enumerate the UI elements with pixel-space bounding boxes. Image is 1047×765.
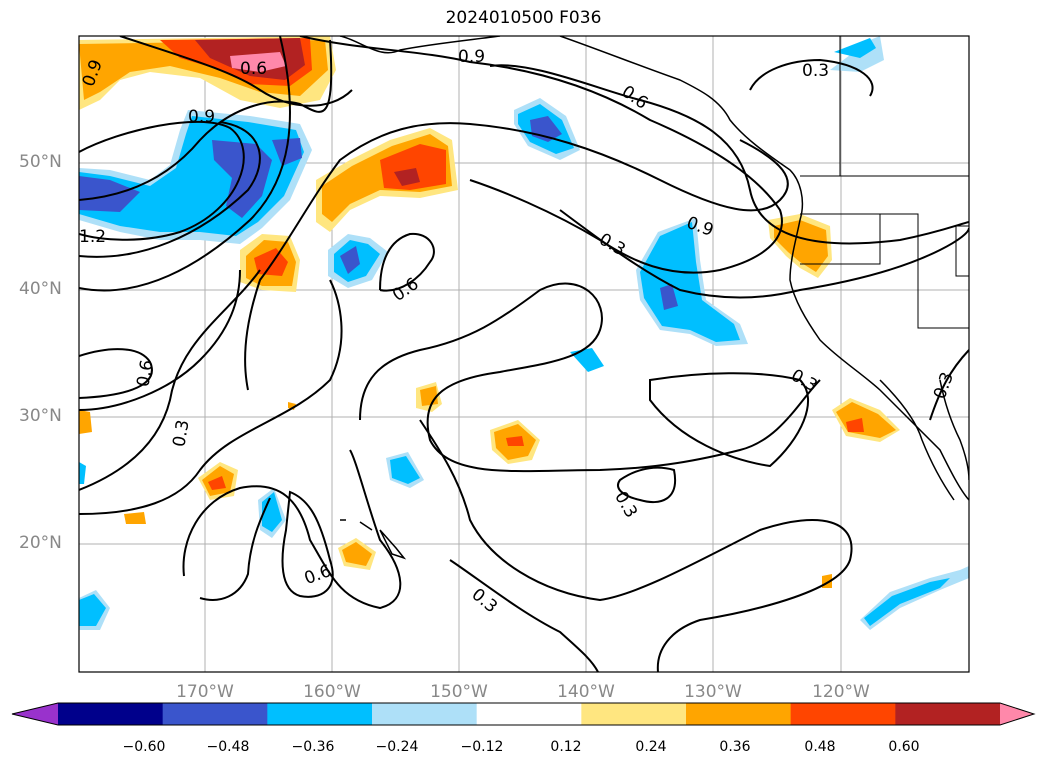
colorbar-cell (895, 703, 1001, 725)
plot-frame (78, 35, 970, 673)
contour-label: 0.9 (458, 47, 485, 67)
shaded-anomalies (79, 36, 969, 630)
colorbar-tick: 0.60 (888, 739, 920, 755)
lat-label-30n: 30°N (19, 406, 62, 426)
colorbar-outline (11, 702, 1036, 726)
contour-label: 0.6 (240, 59, 267, 79)
colorbar-cell (162, 703, 268, 725)
colorbar-cell (372, 703, 478, 725)
colorbar-cell (267, 703, 373, 725)
colorbar-cell (476, 703, 582, 725)
colorbar-tick: 0.24 (635, 739, 667, 755)
gridlines (79, 36, 969, 672)
lon-label-140w: 140°W (557, 682, 615, 702)
colorbar-extend-low (12, 703, 58, 725)
colorbar-tick: −0.48 (206, 739, 250, 755)
colorbar-cell (790, 703, 896, 725)
lat-label-50n: 50°N (19, 152, 62, 172)
colorbar-tick: 0.48 (804, 739, 836, 755)
lat-label-20n: 20°N (19, 533, 62, 553)
map-title: 2024010500 F036 (445, 8, 602, 28)
contour-label: 0.6 (133, 358, 157, 388)
colorbar-extend-high (1000, 703, 1034, 725)
contour-label: 0.3 (802, 61, 829, 81)
colorbar-tick: −0.60 (122, 739, 166, 755)
lon-label-160w: 160°W (303, 682, 361, 702)
map-plot: 0.9 0.6 0.9 1.2 0.6 0.3 0.9 0.6 0.3 0.6 … (78, 35, 970, 673)
colorbar-tick: 0.36 (719, 739, 751, 755)
colorbar-tick: −0.36 (291, 739, 335, 755)
colorbar-tick: −0.24 (375, 739, 419, 755)
contour-label: 0.3 (169, 418, 193, 448)
lat-label-40n: 40°N (19, 279, 62, 299)
state-borders (800, 36, 969, 329)
contour-label: 0.9 (188, 107, 215, 127)
coastlines (339, 36, 969, 560)
colorbar-cell (686, 703, 792, 725)
contour-label: 1.2 (79, 227, 106, 247)
colorbar-tick: −0.12 (460, 739, 504, 755)
colorbar-cell (58, 703, 164, 725)
lon-label-150w: 150°W (430, 682, 488, 702)
colorbar (11, 702, 1036, 726)
colorbar-cell (581, 703, 687, 725)
lon-label-120w: 120°W (812, 682, 870, 702)
colorbar-tick: 0.12 (550, 739, 582, 755)
lon-label-130w: 130°W (684, 682, 742, 702)
lon-label-170w: 170°W (176, 682, 234, 702)
contour-lines (79, 36, 969, 672)
